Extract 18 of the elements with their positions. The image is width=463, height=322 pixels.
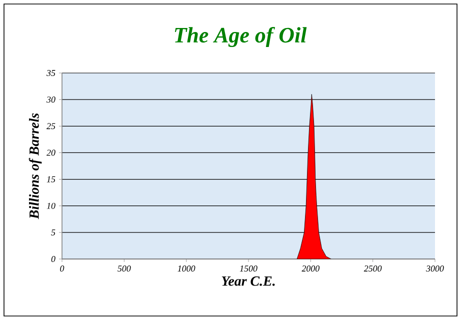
y-tick-label: 0 <box>51 256 56 262</box>
y-tick-label: 25 <box>46 123 56 130</box>
x-tick-label: 500 <box>118 266 131 272</box>
x-tick-label: 1500 <box>240 266 258 272</box>
y-tick-label: 30 <box>46 96 56 103</box>
chart-title: The Age of Oil <box>174 26 307 48</box>
y-tick-label: 5 <box>51 229 56 236</box>
x-axis-title: Year C.E. <box>222 276 275 286</box>
y-tick-label: 20 <box>46 150 56 156</box>
x-tick-label: 2500 <box>364 266 382 272</box>
y-tick-label: 10 <box>46 202 56 209</box>
y-tick-label: 15 <box>46 176 56 182</box>
y-axis-title: Billions of Barrels <box>28 113 42 220</box>
x-tick-label: 2000 <box>302 266 320 272</box>
x-tick-label: 1000 <box>178 266 196 272</box>
y-tick-label: 35 <box>46 70 56 76</box>
x-tick-label: 3000 <box>426 266 444 272</box>
x-tick-label: 0 <box>60 266 64 272</box>
